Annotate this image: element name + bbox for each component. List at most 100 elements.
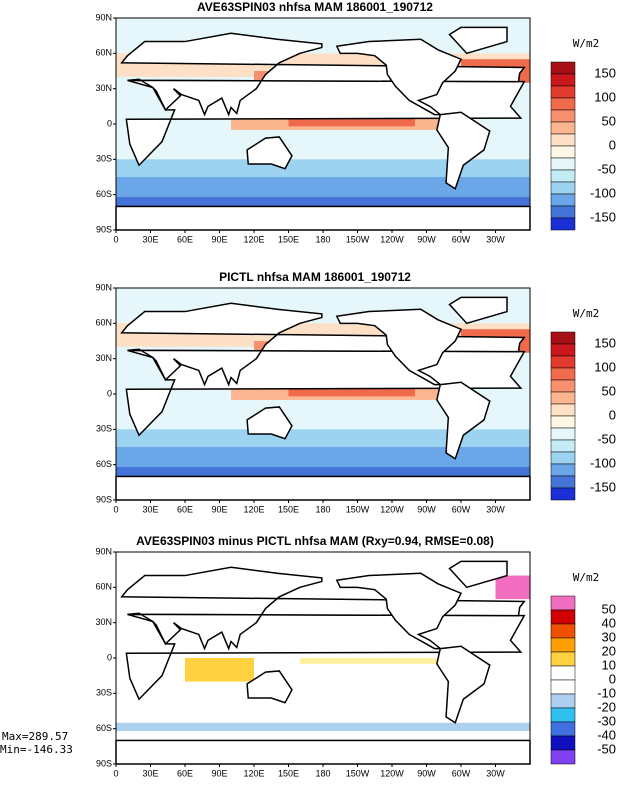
land xyxy=(246,670,293,704)
colorbar-box xyxy=(550,475,576,489)
land xyxy=(436,381,491,460)
colorbar-box xyxy=(550,665,576,681)
colorbar-label: 10 xyxy=(602,657,616,672)
field-patch xyxy=(116,177,530,198)
lon-label: 180 xyxy=(315,504,330,514)
lon-label: 120E xyxy=(243,234,264,244)
colorbar-box xyxy=(550,145,576,159)
colorbar-label: 50 xyxy=(602,113,616,128)
colorbar-label: -30 xyxy=(597,713,616,728)
field-patch xyxy=(300,658,438,664)
antarctica xyxy=(115,739,531,765)
field-patch xyxy=(288,388,415,397)
colorbar-box xyxy=(550,367,576,381)
land xyxy=(335,38,463,116)
units-label: W/m2 xyxy=(573,571,600,584)
field-patch xyxy=(116,722,530,732)
colorbar-label: -20 xyxy=(597,699,616,714)
colorbar-label: 0 xyxy=(609,407,616,422)
colorbar-box xyxy=(550,193,576,207)
lon-label: 90E xyxy=(211,504,227,514)
lat-label: 90N xyxy=(95,12,112,22)
land xyxy=(448,296,508,325)
lon-label: 30E xyxy=(142,504,158,514)
lon-label: 30W xyxy=(486,234,505,244)
lon-label: 30E xyxy=(142,768,158,778)
lat-label: 60N xyxy=(95,582,112,592)
field-patch xyxy=(185,658,254,682)
lon-label: 60W xyxy=(452,234,471,244)
colorbar-box xyxy=(550,121,576,135)
land xyxy=(448,26,508,55)
colorbar-box xyxy=(550,415,576,429)
lon-label: 60E xyxy=(177,768,193,778)
antarctica xyxy=(115,205,531,231)
colorbar-box xyxy=(550,169,576,183)
lon-label: 120E xyxy=(243,504,264,514)
colorbar-box xyxy=(550,721,576,737)
colorbar-box xyxy=(550,679,576,695)
lon-label: 120W xyxy=(380,504,404,514)
min-stat: Min=-146.33 xyxy=(0,743,73,756)
colorbar-box xyxy=(550,439,576,453)
colorbar-label: 150 xyxy=(594,335,616,350)
colorbar-box xyxy=(550,181,576,195)
lat-label: 90N xyxy=(95,546,112,556)
lon-label: 60W xyxy=(452,504,471,514)
field-patch xyxy=(116,467,530,477)
colorbar-box xyxy=(550,609,576,625)
colorbar-box xyxy=(550,343,576,357)
field-patch xyxy=(116,447,530,468)
colorbar-box xyxy=(550,651,576,667)
lat-label: 90S xyxy=(96,494,112,504)
colorbar-box xyxy=(550,73,576,87)
colorbar-label: -150 xyxy=(590,209,616,224)
panel-title: AVE63SPIN03 nhfsa MAM 186001_190712 xyxy=(197,0,433,14)
max-stat: Max=289.57 xyxy=(2,730,68,743)
lon-label: 0 xyxy=(113,234,118,244)
colorbar-label: 50 xyxy=(602,601,616,616)
colorbar-label: 0 xyxy=(609,137,616,152)
land xyxy=(436,645,491,724)
lat-label: 60N xyxy=(95,48,112,58)
field-patch xyxy=(116,197,530,207)
colorbar-label: -50 xyxy=(597,741,616,756)
lat-label: 60S xyxy=(96,189,112,199)
land xyxy=(120,566,526,651)
lon-label: 120W xyxy=(380,234,404,244)
lat-label: 0 xyxy=(107,118,112,128)
lon-label: 60E xyxy=(177,504,193,514)
colorbar-box xyxy=(550,205,576,219)
colorbar-box xyxy=(550,97,576,111)
colorbar-box xyxy=(550,427,576,441)
colorbar-box xyxy=(550,735,576,751)
lat-label: 30S xyxy=(96,154,112,164)
land xyxy=(436,111,491,190)
lon-label: 90W xyxy=(417,504,436,514)
colorbar-label: 40 xyxy=(602,615,616,630)
colorbar-box xyxy=(550,391,576,405)
lon-label: 30W xyxy=(486,504,505,514)
colorbar-label: 20 xyxy=(602,643,616,658)
lat-label: 90N xyxy=(95,282,112,292)
map xyxy=(115,288,531,501)
map xyxy=(115,552,531,765)
lon-label: 120E xyxy=(243,768,264,778)
field-patch xyxy=(495,575,530,600)
colorbar-box xyxy=(550,637,576,653)
land xyxy=(120,302,526,387)
lon-label: 30W xyxy=(486,768,505,778)
lon-label: 150W xyxy=(346,768,370,778)
lon-label: 60W xyxy=(452,768,471,778)
lon-label: 90E xyxy=(211,234,227,244)
land xyxy=(120,32,526,117)
colorbar-box xyxy=(550,85,576,99)
lon-label: 150W xyxy=(346,504,370,514)
colorbar-label: 50 xyxy=(602,383,616,398)
lat-label: 30S xyxy=(96,688,112,698)
panel-title: AVE63SPIN03 minus PICTL nhfsa MAM (Rxy=0… xyxy=(136,534,494,548)
colorbar-label: -10 xyxy=(597,685,616,700)
colorbar-label: 30 xyxy=(602,629,616,644)
colorbar-label: -100 xyxy=(590,455,616,470)
